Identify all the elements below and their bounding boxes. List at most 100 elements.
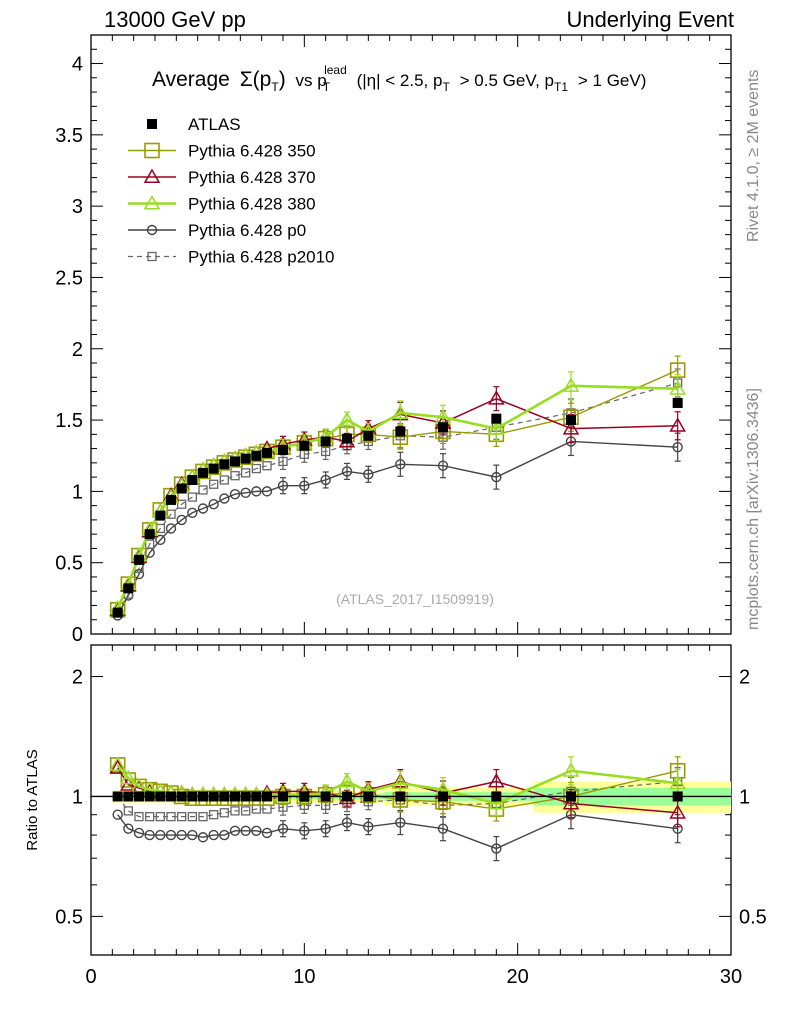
data-point-p0 [208,499,219,510]
legend-marker-p350 [144,142,160,159]
data-point-p380 [488,795,505,810]
x-tick-label: 10 [293,966,315,988]
data-point-p2010 [209,810,219,820]
data-point-p0 [299,825,310,837]
data-point-atlas [187,474,198,485]
data-point-p2010 [230,806,240,816]
data-point-p0 [491,843,502,854]
data-point-atlas [363,430,374,441]
data-point-p380 [562,377,580,392]
data-point-p2010 [198,485,208,495]
data-point-p0 [229,825,241,837]
data-point-p0 [320,474,331,486]
data-point-p380 [338,773,356,788]
data-point-p0 [437,460,449,471]
y-tick-label: 1 [72,481,83,503]
data-point-p0 [208,829,219,841]
data-point-atlas [176,483,187,494]
data-point-atlas [219,459,230,470]
data-point-p0 [123,823,134,834]
y-tick-label: 3.5 [55,125,83,147]
data-point-p2010 [262,461,272,471]
data-point-p2010 [241,468,251,478]
data-point-p0 [251,825,262,837]
series-line-p2010 [117,382,678,613]
title-close: ) [279,68,286,91]
data-point-atlas [112,607,123,618]
data-point-atlas [251,450,262,461]
data-point-p2010 [187,492,197,502]
data-point-p370 [109,759,126,774]
data-point-p2010 [166,811,176,822]
main-panel: 0 0.5 1 1.5 2 2.5 3 3.5 4 [55,34,732,646]
data-point-p0 [277,480,289,491]
data-point-p0 [165,829,177,841]
legend-label-p2010: Pythia 6.428 p2010 [188,248,335,267]
analysis-id: (ATLAS_2017_I1509919) [336,591,494,607]
data-point-atlas [166,494,176,505]
data-point-p0 [261,486,273,497]
data-point-p370 [669,417,686,432]
legend-label-p380: Pythia 6.428 380 [188,195,316,214]
data-point-p370 [488,390,505,405]
data-point-p2010 [209,479,219,489]
data-point-p2010 [187,811,197,822]
data-point-p0 [176,514,187,526]
data-point-p2010 [278,456,288,467]
data-point-p380 [669,774,686,790]
data-point-atlas [123,583,134,594]
data-point-p2010 [321,446,331,457]
data-point-p2010 [145,539,155,549]
data-point-atlas [230,456,240,467]
title-vs: vs p [296,71,327,90]
data-point-atlas [262,447,272,458]
data-point-p0 [251,486,262,497]
data-point-p0 [299,480,310,491]
title-cuts-b: > 0.5 GeV, p [460,71,554,90]
data-point-p0 [197,832,209,843]
data-point-atlas [198,467,208,478]
data-point-p0 [363,469,374,480]
data-point-atlas [342,433,352,444]
data-point-p2010 [251,463,261,474]
y-tick-label: 0.5 [55,553,83,575]
title-sigma: Σ(p [240,68,272,91]
data-point-p0 [277,823,289,834]
data-point-p2010 [230,471,240,481]
data-point-p0 [341,466,353,477]
legend-label-p0: Pythia 6.428 p0 [188,221,306,240]
data-point-atlas [320,436,331,447]
y-tick-label: 1.5 [55,410,83,432]
data-point-p0 [491,471,502,483]
legend-marker-p370 [143,168,161,183]
data-point-p0 [240,487,251,499]
data-point-atlas [438,422,448,433]
y-tick-label: 4 [72,54,83,76]
data-point-p380 [562,762,580,777]
title-sub-t1: T1 [554,80,568,94]
data-point-p2010 [177,499,187,509]
data-point-p0 [187,507,198,518]
legend-marker-p380 [143,194,161,210]
data-point-atlas [240,453,251,464]
data-point-p0 [176,829,187,841]
data-point-p370 [488,773,505,788]
data-point-p0 [197,503,209,514]
plot-title: Average Σ(pT) vs pTlead (|η| < 2.5, pT >… [152,63,646,607]
data-point-atlas [208,463,219,474]
data-point-p0 [155,829,166,841]
y-tick-label: 2 [72,667,83,689]
x-tick-label: 20 [507,966,529,988]
y-tick-label: 0.5 [55,906,83,928]
data-point-p370 [562,420,580,435]
y-tick-label-right: 2 [739,667,750,689]
y-tick-label: 2 [72,339,83,361]
data-point-p0 [219,829,230,841]
data-point-p0 [219,493,230,504]
data-point-p380 [488,420,505,435]
data-point-p380 [392,774,409,790]
x-tick-label: 0 [85,966,96,988]
title-sub-t: T [271,80,279,94]
data-point-p0 [112,809,123,820]
data-point-p0 [672,441,683,453]
